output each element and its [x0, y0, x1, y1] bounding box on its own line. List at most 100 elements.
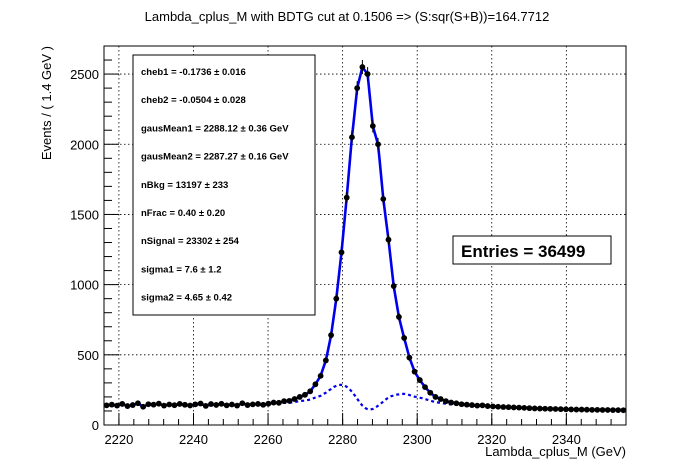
data-point	[578, 406, 585, 413]
point-marker	[108, 401, 115, 408]
data-point	[270, 399, 277, 406]
data-point	[255, 401, 261, 407]
data-point	[182, 401, 188, 408]
point-marker	[291, 396, 298, 402]
data-point	[239, 400, 246, 407]
point-marker	[542, 405, 548, 412]
data-point	[286, 397, 293, 404]
point-marker	[244, 402, 251, 408]
data-point	[589, 406, 595, 413]
y-axis-label: Events / ( 1.4 GeV )	[39, 46, 54, 160]
data-point	[202, 403, 209, 409]
y-tick-label: 0	[92, 418, 99, 433]
point-marker	[296, 394, 303, 400]
x-tick-label: 2320	[477, 432, 506, 447]
data-point	[448, 399, 455, 406]
point-marker	[176, 401, 183, 407]
point-marker	[192, 401, 199, 408]
point-marker	[516, 404, 522, 411]
point-marker	[202, 403, 209, 409]
data-point	[427, 389, 434, 396]
point-marker	[124, 403, 131, 409]
data-point	[218, 400, 225, 407]
data-point	[396, 313, 402, 321]
data-point	[140, 403, 147, 410]
point-marker	[610, 407, 616, 414]
point-marker	[568, 406, 575, 413]
data-point	[302, 391, 308, 398]
y-tick-label: 1500	[70, 207, 99, 222]
point-marker	[187, 402, 194, 409]
parameter-box	[132, 54, 316, 316]
x-tick-label: 2240	[179, 432, 208, 447]
point-marker	[396, 314, 402, 320]
point-marker	[114, 402, 120, 409]
data-point	[103, 402, 110, 409]
point-marker	[380, 196, 387, 202]
data-point	[208, 401, 214, 407]
data-point	[223, 402, 230, 409]
data-point	[547, 405, 554, 412]
y-axis: 0 500 1000 1500 2000 2500	[70, 59, 119, 433]
data-point	[416, 377, 423, 383]
point-marker	[103, 402, 110, 409]
y-tick-label: 1000	[70, 278, 99, 293]
point-marker	[573, 406, 580, 413]
point-marker	[583, 406, 590, 413]
point-marker	[333, 295, 340, 302]
point-marker	[620, 407, 627, 414]
parameter-entry: sigma2 = 4.65 ± 0.42	[141, 293, 232, 304]
x-tick-label: 2220	[104, 432, 133, 447]
point-marker	[469, 402, 475, 408]
data-point	[187, 402, 194, 409]
data-point	[249, 401, 256, 408]
point-marker	[317, 372, 324, 379]
point-marker	[427, 389, 434, 396]
point-marker	[474, 402, 481, 409]
parameter-entry: cheb1 = -0.1736 ± 0.016	[141, 67, 246, 78]
point-marker	[312, 381, 319, 388]
point-marker	[364, 71, 371, 77]
data-point	[411, 368, 418, 375]
point-marker	[385, 236, 392, 243]
x-axis: 2220 2240 2260 2280 2300 2320 2340	[104, 413, 627, 447]
data-point	[129, 402, 136, 408]
parameter-entry: sigma1 = 7.6 ± 1.2	[141, 264, 221, 275]
data-point	[531, 405, 538, 412]
point-marker	[286, 397, 293, 404]
data-point	[119, 401, 126, 407]
data-point	[500, 404, 507, 410]
point-marker	[166, 401, 173, 408]
point-marker	[182, 401, 188, 408]
parameter-entry: nSignal = 23302 ± 254	[141, 236, 240, 247]
point-marker	[390, 283, 397, 289]
point-marker	[375, 141, 381, 148]
data-point	[192, 401, 199, 408]
data-point	[557, 406, 564, 413]
data-point	[510, 404, 517, 411]
point-marker	[495, 403, 502, 410]
data-point	[422, 384, 428, 390]
point-marker	[223, 402, 230, 409]
data-point	[317, 372, 324, 379]
point-marker	[140, 403, 147, 410]
data-point	[145, 401, 152, 408]
point-marker	[343, 194, 350, 201]
data-point	[437, 396, 444, 402]
point-marker	[505, 404, 512, 411]
data-point	[349, 130, 355, 144]
point-marker	[526, 405, 533, 412]
point-marker	[521, 404, 528, 411]
point-marker	[489, 403, 496, 410]
point-marker	[270, 399, 277, 406]
entries-label: Entries = 36499	[461, 242, 585, 261]
data-point	[275, 399, 282, 406]
data-point	[114, 402, 120, 409]
data-point	[406, 354, 413, 361]
point-marker	[406, 354, 413, 361]
data-point	[380, 193, 387, 205]
y-tick-label: 2500	[70, 67, 99, 82]
x-tick-label: 2280	[328, 432, 357, 447]
entries-box	[452, 235, 612, 265]
